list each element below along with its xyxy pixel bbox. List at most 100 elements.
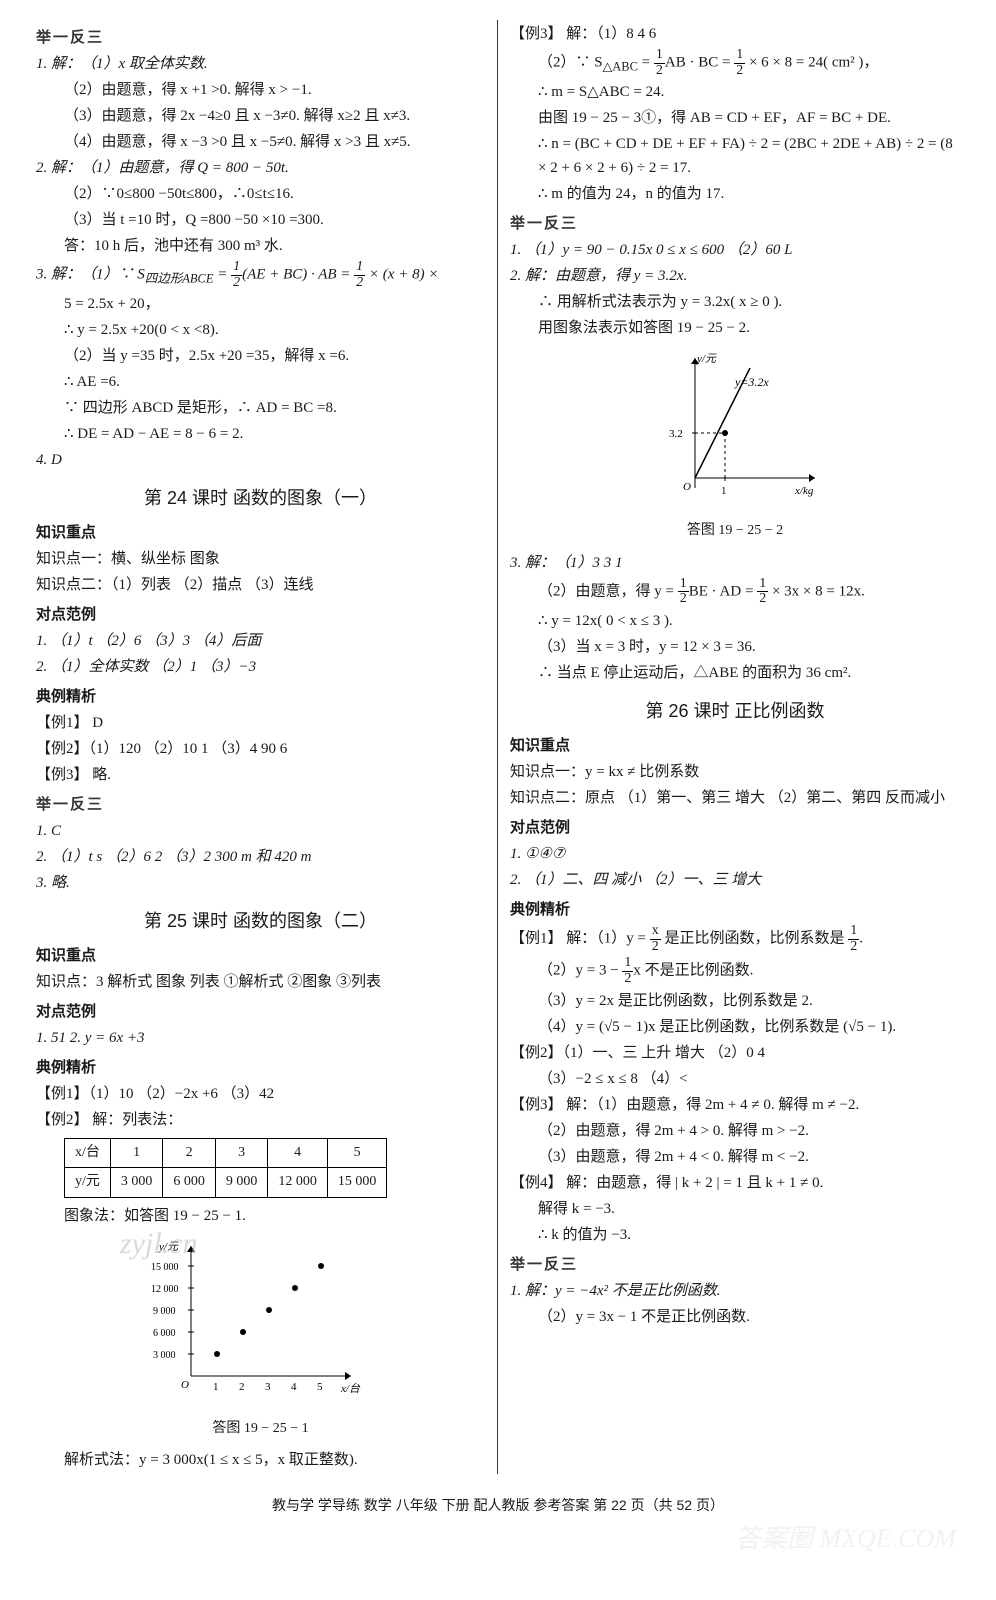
svg-text:3.2: 3.2 xyxy=(669,428,683,440)
t: × 6 × 8 = 24( cm² )， xyxy=(745,55,878,71)
heading-duidian: 对点范例 xyxy=(36,1000,485,1024)
t: 3. 解：（1）∵ S xyxy=(36,267,145,283)
cell: y/元 xyxy=(65,1168,111,1197)
t: × (x + 8) × xyxy=(365,267,438,283)
text: ∴ y = 12x( 0 < x ≤ 3 ). xyxy=(538,609,960,633)
t: = xyxy=(214,267,232,283)
text: （3）由题意，得 2x −4≥0 且 x −3≠0. 解得 x≥2 且 x≠3. xyxy=(64,104,485,128)
t: （2）由题意，得 y = xyxy=(538,583,678,599)
t: AB · BC = xyxy=(665,55,734,71)
table-row: y/元 3 000 6 000 9 000 12 000 15 000 xyxy=(65,1168,387,1197)
svg-text:9 000: 9 000 xyxy=(153,1306,176,1317)
svg-text:O: O xyxy=(683,481,691,493)
heading-zhishi: 知识重点 xyxy=(510,734,960,758)
text: 由图 19 − 25 − 3①，得 AB = CD + EF，AF = BC +… xyxy=(538,106,960,130)
t: 四边形ABCE xyxy=(145,272,214,286)
cell: 6 000 xyxy=(163,1168,216,1197)
heading-dianli: 典例精析 xyxy=(36,685,485,709)
cell: 5 xyxy=(327,1138,387,1167)
text: 【例3】 解：（1）由题意，得 2m + 4 ≠ 0. 解得 m ≠ −2. xyxy=(510,1093,960,1117)
text: 【例1】 D xyxy=(36,711,485,735)
t: x 不是正比例函数. xyxy=(633,963,753,979)
text: 【例2】（1）一、三 上升 增大 （2）0 4 xyxy=(510,1041,960,1065)
heading-duidian: 对点范例 xyxy=(510,816,960,840)
cell: 15 000 xyxy=(327,1168,387,1197)
section-title-24: 第 24 课时 函数的图象（一） xyxy=(36,484,485,513)
text: （2）y = 3x − 1 不是正比例函数. xyxy=(538,1305,960,1329)
text: 3. 解：（1）∵ S四边形ABCE = 12(AE + BC) · AB = … xyxy=(36,260,485,290)
text: 【例2】 解：列表法： xyxy=(36,1108,485,1132)
text: （4）y = (√5 − 1)x 是正比例函数，比例系数是 (√5 − 1). xyxy=(538,1015,960,1039)
heading-zhishi: 知识重点 xyxy=(36,944,485,968)
heading-fan: 举一反三 xyxy=(510,1253,960,1277)
text: 答：10 h 后，池中还有 300 m³ 水. xyxy=(64,234,485,258)
t: × 3x × 8 = 12x. xyxy=(768,583,865,599)
text: （2）y = 3 − 12x 不是正比例函数. xyxy=(538,956,960,986)
section-title-25: 第 25 课时 函数的图象（二） xyxy=(36,907,485,936)
text: 2. （1）二、四 减小 （2）一、三 增大 xyxy=(510,868,960,892)
text: 知识点：3 解析式 图象 列表 ①解析式 ②图象 ③列表 xyxy=(36,970,485,994)
section-title-26: 第 26 课时 正比例函数 xyxy=(510,697,960,726)
t: （2）y = 3 − xyxy=(538,963,622,979)
svg-text:y=3.2x: y=3.2x xyxy=(734,375,769,389)
svg-text:x/台: x/台 xyxy=(340,1382,361,1395)
text: （3）−2 ≤ x ≤ 8 （4）< xyxy=(538,1067,960,1091)
t: (AE + BC) · AB = xyxy=(242,267,354,283)
text: 3. 解：（1）3 3 1 xyxy=(510,551,960,575)
text: （2）∵0≤800 −50t≤800，∴0≤t≤16. xyxy=(64,182,485,206)
table-row: x/台 1 2 3 4 5 xyxy=(65,1138,387,1167)
text: ∴ k 的值为 −3. xyxy=(538,1223,960,1247)
text: 用图象法表示如答图 19 − 25 − 2. xyxy=(538,316,960,340)
text: ∴ DE = AD − AE = 8 − 6 = 2. xyxy=(64,422,485,446)
text: ∴ AE =6. xyxy=(64,370,485,394)
cell: 3 000 xyxy=(110,1168,163,1197)
heading-fan: 举一反三 xyxy=(36,793,485,817)
svg-text:2: 2 xyxy=(239,1381,245,1393)
text: 解析式法：y = 3 000x(1 ≤ x ≤ 5，x 取正整数). xyxy=(64,1448,485,1472)
t: . xyxy=(859,931,863,947)
svg-text:1: 1 xyxy=(721,485,727,497)
svg-text:4: 4 xyxy=(291,1381,297,1393)
text: ∴ m = S△ABC = 24. xyxy=(538,80,960,104)
chart-caption: 答图 19 − 25 − 1 xyxy=(36,1418,485,1440)
text: 1. 51 2. y = 6x +3 xyxy=(36,1026,485,1050)
cell: 2 xyxy=(163,1138,216,1167)
cell: 9 000 xyxy=(215,1168,268,1197)
heading-zhishi: 知识重点 xyxy=(36,521,485,545)
chart-caption: 答图 19 − 25 − 2 xyxy=(510,520,960,542)
page-footer: 教与学 学导练 数学 八年级 下册 配人教版 参考答案 第 22 页（共 52 … xyxy=(0,1484,996,1536)
t: （2）∵ S xyxy=(538,55,603,71)
text: （2）由题意，得 x +1 >0. 解得 x > −1. xyxy=(64,78,485,102)
t: 【例1】 解：（1）y = xyxy=(510,931,650,947)
text: （3）由题意，得 2m + 4 < 0. 解得 m < −2. xyxy=(538,1145,960,1169)
heading-duidian: 对点范例 xyxy=(36,603,485,627)
text: 知识点二：（1）列表 （2）描点 （3）连线 xyxy=(36,573,485,597)
t: 是正比例函数，比例系数是 xyxy=(661,931,849,947)
text: 【例4】 解：由题意，得 | k + 2 | = 1 且 k + 1 ≠ 0. xyxy=(510,1171,960,1195)
text: （2）∵ S△ABC = 12AB · BC = 12 × 6 × 8 = 24… xyxy=(538,48,960,78)
text: 1. （1）y = 90 − 0.15x 0 ≤ x ≤ 600 （2）60 L xyxy=(510,238,960,262)
cell: x/台 xyxy=(65,1138,111,1167)
t: △ABC xyxy=(603,60,638,74)
text: 【例3】 解：（1）8 4 6 xyxy=(510,22,960,46)
svg-text:3: 3 xyxy=(265,1381,271,1393)
heading-dianli: 典例精析 xyxy=(510,898,960,922)
text: 2. （1）t s （2）6 2 （3）2 300 m 和 420 m xyxy=(36,845,485,869)
right-column: 【例3】 解：（1）8 4 6 （2）∵ S△ABC = 12AB · BC =… xyxy=(498,20,972,1474)
svg-text:6 000: 6 000 xyxy=(153,1328,176,1339)
text: 1. ①④⑦ xyxy=(510,842,960,866)
heading-dianli: 典例精析 xyxy=(36,1056,485,1080)
text: （4）由题意，得 x −3 >0 且 x −5≠0. 解得 x >3 且 x≠5… xyxy=(64,130,485,154)
text: （3）y = 2x 是正比例函数，比例系数是 2. xyxy=(538,989,960,1013)
svg-text:x/kg: x/kg xyxy=(794,485,814,497)
svg-text:O: O xyxy=(181,1379,189,1391)
text: 2. 解：由题意，得 y = 3.2x. xyxy=(510,264,960,288)
text: 解得 k = −3. xyxy=(538,1197,960,1221)
text: 4. D xyxy=(36,448,485,472)
text: 知识点一：y = kx ≠ 比例系数 xyxy=(510,760,960,784)
text: 1. 解：（1）x 取全体实数. xyxy=(36,52,485,76)
heading-fan: 举一反三 xyxy=(510,212,960,236)
svg-text:y/元: y/元 xyxy=(696,353,717,365)
text: 5 = 2.5x + 20， xyxy=(64,292,485,316)
text: 【例1】（1）10 （2）−2x +6 （3）42 xyxy=(36,1082,485,1106)
